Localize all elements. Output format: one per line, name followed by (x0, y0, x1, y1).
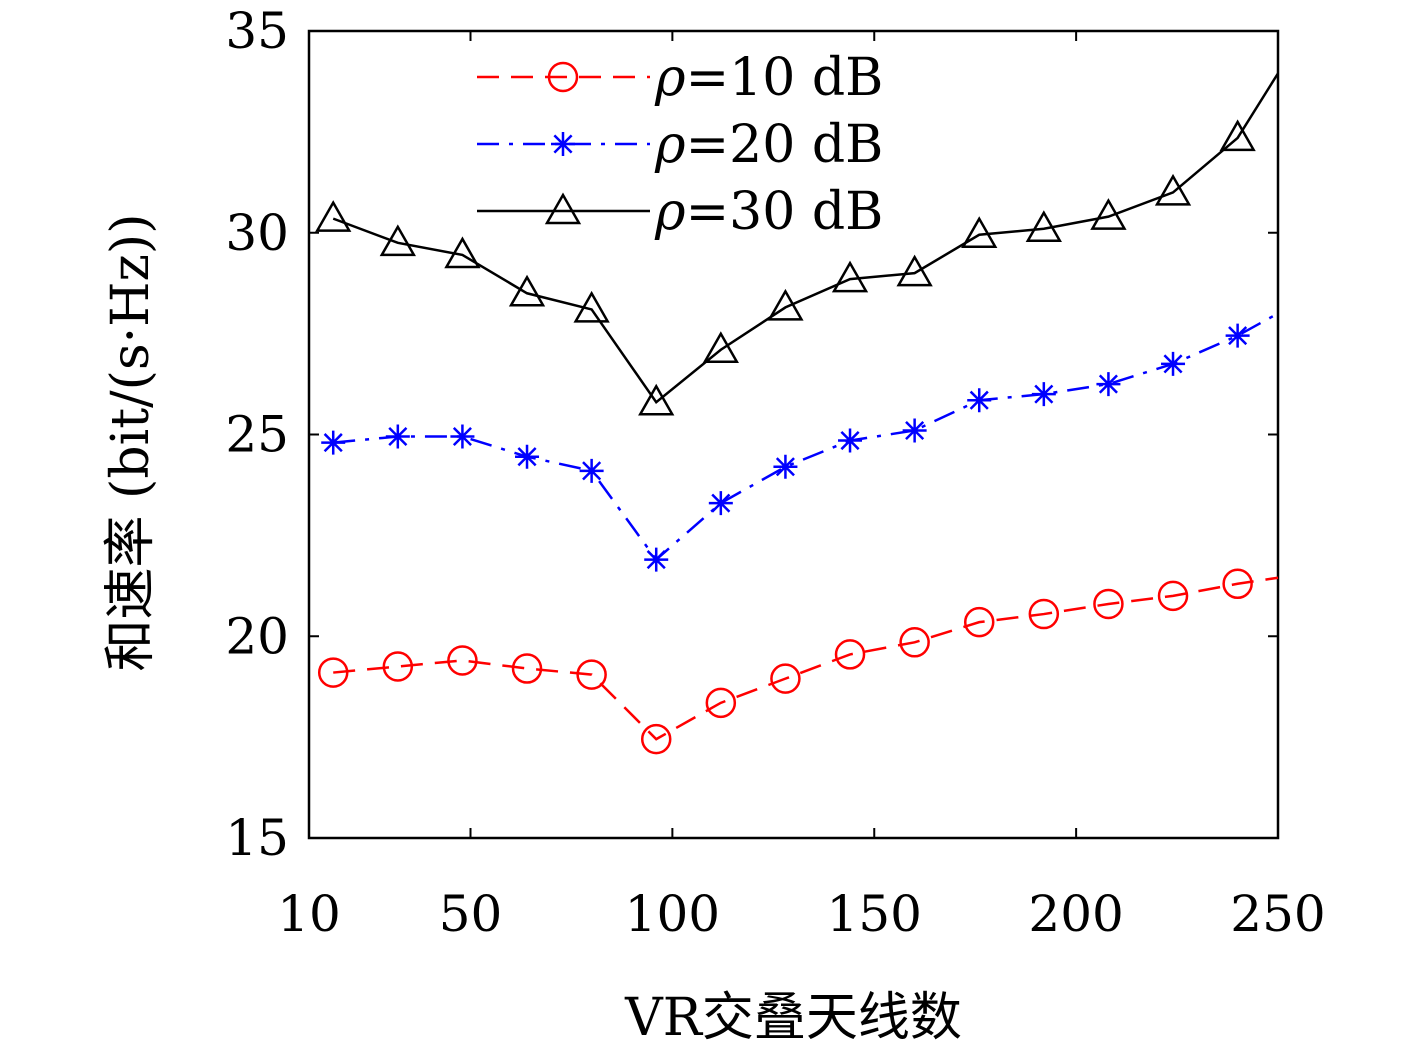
legend: ρ=10 dBρ=20 dBρ=30 dB (477, 48, 883, 242)
y-tick-label: 15 (225, 809, 289, 867)
legend-value: =30 dB (686, 182, 884, 242)
data-point (1028, 598, 1060, 630)
data-point (315, 200, 352, 232)
data-point (963, 606, 995, 638)
data-point (1093, 588, 1124, 620)
data-point (902, 418, 927, 443)
legend-label: ρ=30 dB (654, 182, 883, 242)
data-point (576, 659, 607, 690)
data-point (444, 236, 481, 269)
data-point (705, 687, 737, 719)
data-point (831, 260, 869, 293)
data-point (1161, 351, 1186, 376)
data-point (379, 224, 416, 257)
data-point (1225, 323, 1250, 348)
series-line (333, 576, 1279, 741)
y-axis-ticks: 15 20 25 30 35 (225, 2, 1278, 867)
legend-item-2: ρ=20 dB (477, 115, 883, 175)
data-point (321, 430, 346, 455)
y-tick-label: 20 (225, 607, 289, 665)
data-point (770, 663, 801, 694)
series-3 (315, 72, 1280, 416)
x-axis-title: VR交叠天线数 (624, 988, 962, 1048)
data-point (644, 547, 669, 572)
series-line (332, 72, 1280, 405)
data-point (961, 216, 998, 249)
data-point (1154, 173, 1192, 206)
data-point (515, 444, 540, 469)
legend-marker (547, 61, 579, 93)
data-point (967, 388, 992, 413)
data-point (702, 331, 739, 364)
data-point (767, 288, 804, 321)
x-tick-label: 100 (625, 885, 720, 943)
data-point (508, 274, 546, 307)
legend-label: ρ=20 dB (654, 115, 883, 175)
x-tick-label: 250 (1230, 885, 1325, 943)
data-point (511, 653, 543, 684)
x-tick-label: 200 (1028, 885, 1123, 943)
data-point (1090, 198, 1127, 230)
data-point (838, 428, 863, 453)
y-axis-title: 和速率 (bit/(s·Hz)) (101, 214, 161, 672)
x-axis-ticks: 10 50 100 150 200 250 (277, 31, 1326, 943)
legend-symbol: ρ (654, 115, 686, 175)
data-point (1222, 568, 1253, 600)
y-tick-label: 35 (225, 2, 289, 60)
legend-value: =20 dB (686, 115, 884, 175)
data-point (1025, 210, 1062, 242)
data-point (638, 383, 675, 416)
data-point (1096, 372, 1121, 397)
data-point (317, 657, 349, 688)
data-point (1219, 119, 1256, 152)
data-point (447, 645, 478, 676)
series-line (333, 312, 1279, 562)
data-point (708, 491, 733, 516)
data-point (573, 290, 610, 323)
data-point (1157, 580, 1189, 612)
legend-label: ρ=10 dB (654, 48, 883, 108)
data-point (450, 424, 475, 449)
data-point (385, 424, 410, 449)
legend-symbol: ρ (654, 48, 686, 108)
data-point (899, 627, 930, 658)
data-point (896, 254, 933, 287)
x-tick-label: 150 (827, 885, 922, 943)
legend-symbol: ρ (654, 182, 686, 242)
legend-item-3: ρ=30 dB (477, 182, 883, 242)
x-tick-label: 50 (439, 885, 503, 943)
data-point (1031, 382, 1056, 407)
data-point (773, 454, 798, 479)
y-tick-label: 30 (225, 204, 289, 262)
x-tick-label: 10 (277, 885, 341, 943)
data-point (640, 723, 672, 755)
legend-item-1: ρ=10 dB (477, 48, 883, 108)
legend-value: =10 dB (686, 48, 884, 108)
data-point (834, 639, 866, 670)
data-point (382, 651, 414, 682)
series-layer (315, 72, 1280, 755)
series-1 (317, 568, 1279, 755)
legend-marker (551, 132, 575, 156)
y-tick-label: 25 (225, 406, 289, 464)
data-point (579, 458, 604, 483)
legend-marker (544, 192, 582, 225)
series-2 (321, 312, 1279, 572)
